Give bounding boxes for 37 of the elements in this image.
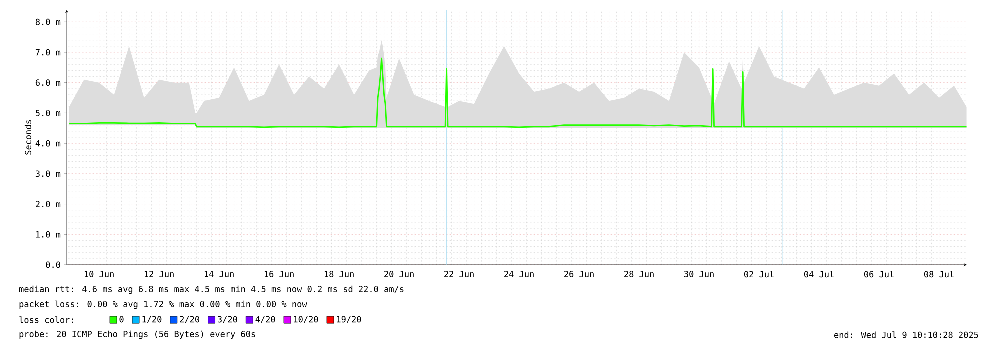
y-tick-label: 0.0 [46,262,60,268]
legend-label: 3/20 [218,316,238,324]
legend-label: 1/20 [142,316,162,324]
x-tick-label: 10 Jun [84,271,114,278]
x-tick-label: 04 Jul [804,271,834,278]
text: packet loss: 0.00 % avg 1.72 % max 0.00 % min 0.00 % now [20,300,308,310]
y-tick-label: 4.0 m [36,140,61,147]
y-tick-label: 7.0 m [36,49,61,56]
x-tick-label: 30 Jun [684,271,714,278]
legend-label: 10/20 [294,316,318,324]
x-tick-label: 06 Jul [864,271,894,278]
y-tick-label: 6.0 m [36,80,61,86]
legend-label: 0 [120,316,124,323]
x-tick-label: 24 Jun [504,271,534,278]
text: probe: 20 ICMP Echo Pings (56 Bytes) every 60s [20,330,256,340]
x-tick-label: 16 Jun [264,271,294,278]
x-tick-label: 22 Jun [444,271,474,278]
legend-title: loss color: [20,316,74,324]
text: median rtt: 4.6 ms avg 6.8 ms max 4.5 ms min 4.5 ms now 0.2 ms sd 22.0 am/s [20,286,404,294]
x-tick-label: 20 Jun [384,271,414,278]
x-tick-label: 12 Jun [144,271,174,278]
y-tick-label: 3.0 m [36,170,61,178]
x-tick-label: 14 Jun [204,271,234,278]
legend-label: 4/20 [256,316,276,324]
x-tick-label: 18 Jun [324,271,354,278]
x-tick-label: 08 Jul [924,271,954,278]
x-tick-label: 26 Jun [564,271,594,278]
y-tick-label: 1.0 m [36,231,61,238]
y-tick-label: 2.0 m [36,201,61,208]
x-tick-label: 02 Jul [744,271,774,278]
y-axis-title: Seconds [24,120,32,155]
legend-label: 19/20 [337,316,362,324]
x-tick-label: 28 Jun [624,271,654,278]
legend-label: 2/20 [180,316,200,324]
y-tick-label: 8.0 m [36,18,61,26]
text: end: Wed Jul 9 10:10:28 2025 [834,332,978,338]
y-tick-label: 5.0 m [36,110,61,116]
